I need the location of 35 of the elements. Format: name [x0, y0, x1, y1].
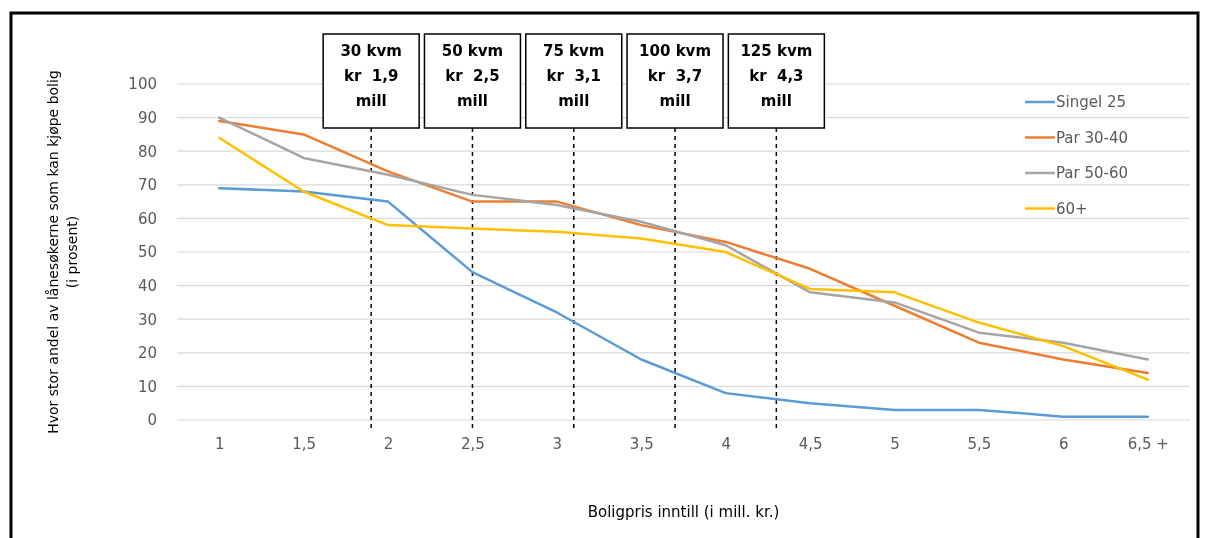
x-tick-label: 6: [1059, 434, 1069, 453]
y-axis-title: Hvor stor andel av lånesøkerne som kan kjøpe bolig (i prosent): [45, 70, 80, 434]
ref-line-label: 125 kvm kr 4,3 mill: [740, 42, 813, 110]
ref-line-label: 100 kvm kr 3,7 mill: [639, 42, 712, 110]
x-tick-label: 4,5: [798, 434, 823, 453]
x-tick-label: 5,5: [967, 434, 992, 453]
legend-label: Par 50-60: [1056, 164, 1129, 182]
ref-line-label: 30 kvm kr 1,9 mill: [340, 42, 402, 110]
legend-label: 60+: [1056, 199, 1088, 218]
x-axis-title: Boligpris inntill (i mill. kr.): [587, 503, 780, 521]
y-tick-label: 60: [137, 209, 157, 228]
x-tick-label: 5: [890, 434, 900, 453]
y-tick-label: 30: [137, 310, 157, 329]
ref-line-label: 50 kvm kr 2,5 mill: [441, 42, 504, 110]
y-tick-label: 80: [137, 142, 157, 161]
y-tick-label: 100: [128, 75, 157, 94]
y-tick-label: 40: [137, 276, 157, 295]
x-tick-label: 1: [214, 434, 225, 453]
y-tick-label: 70: [137, 176, 157, 195]
y-tick-label: 10: [137, 377, 157, 396]
y-tick-label: 20: [137, 344, 157, 363]
x-tick-label: 4: [721, 434, 731, 453]
x-tick-label: 3: [552, 434, 563, 453]
ref-line-label: 75 kvm kr 3,1 mill: [543, 42, 605, 110]
y-tick-label: 90: [137, 108, 157, 127]
x-tick-label: 6,5 +: [1127, 434, 1169, 453]
x-tick-label: 2: [383, 434, 394, 453]
y-tick-label: 50: [137, 243, 157, 262]
line-series: [217, 186, 1150, 418]
x-tick-label: 3,5: [629, 434, 654, 453]
x-tick-label: 2,5: [461, 434, 485, 453]
legend-label: Singel 25: [1056, 93, 1126, 111]
legend-label: Par 30-40: [1056, 128, 1129, 147]
x-tick-label: 1,5: [292, 434, 317, 453]
y-tick-label: 0: [147, 411, 157, 430]
